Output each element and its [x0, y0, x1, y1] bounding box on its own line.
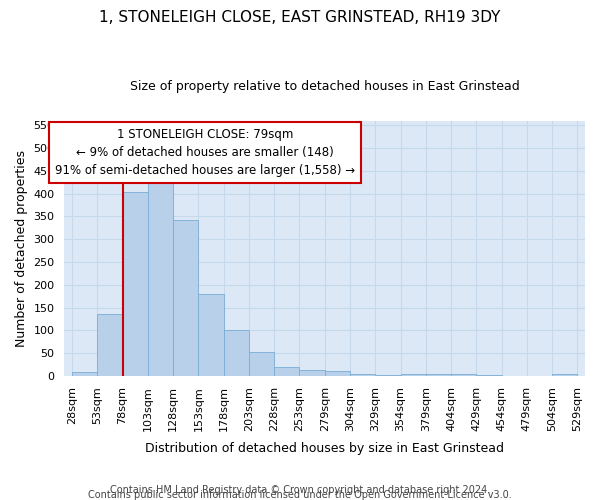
- Bar: [97, 314, 122, 376]
- Bar: [199, 294, 224, 376]
- X-axis label: Distribution of detached houses by size in East Grinstead: Distribution of detached houses by size …: [145, 442, 504, 455]
- Text: Contains public sector information licensed under the Open Government Licence v3: Contains public sector information licen…: [88, 490, 512, 500]
- Bar: [375, 374, 401, 376]
- Bar: [122, 192, 148, 376]
- Bar: [249, 352, 274, 376]
- Title: Size of property relative to detached houses in East Grinstead: Size of property relative to detached ho…: [130, 80, 520, 93]
- Bar: [426, 374, 451, 376]
- Bar: [350, 374, 375, 376]
- Bar: [224, 330, 249, 376]
- Bar: [476, 374, 502, 376]
- Bar: [401, 374, 426, 376]
- Bar: [325, 371, 350, 376]
- Text: 1 STONELEIGH CLOSE: 79sqm
← 9% of detached houses are smaller (148)
91% of semi-: 1 STONELEIGH CLOSE: 79sqm ← 9% of detach…: [55, 128, 355, 177]
- Text: 1, STONELEIGH CLOSE, EAST GRINSTEAD, RH19 3DY: 1, STONELEIGH CLOSE, EAST GRINSTEAD, RH1…: [100, 10, 500, 25]
- Bar: [451, 374, 476, 376]
- Bar: [299, 370, 325, 376]
- Bar: [148, 172, 173, 376]
- Bar: [72, 372, 97, 376]
- Bar: [274, 367, 299, 376]
- Y-axis label: Number of detached properties: Number of detached properties: [15, 150, 28, 347]
- Bar: [552, 374, 577, 376]
- Text: Contains HM Land Registry data © Crown copyright and database right 2024.: Contains HM Land Registry data © Crown c…: [110, 485, 490, 495]
- Bar: [173, 220, 199, 376]
